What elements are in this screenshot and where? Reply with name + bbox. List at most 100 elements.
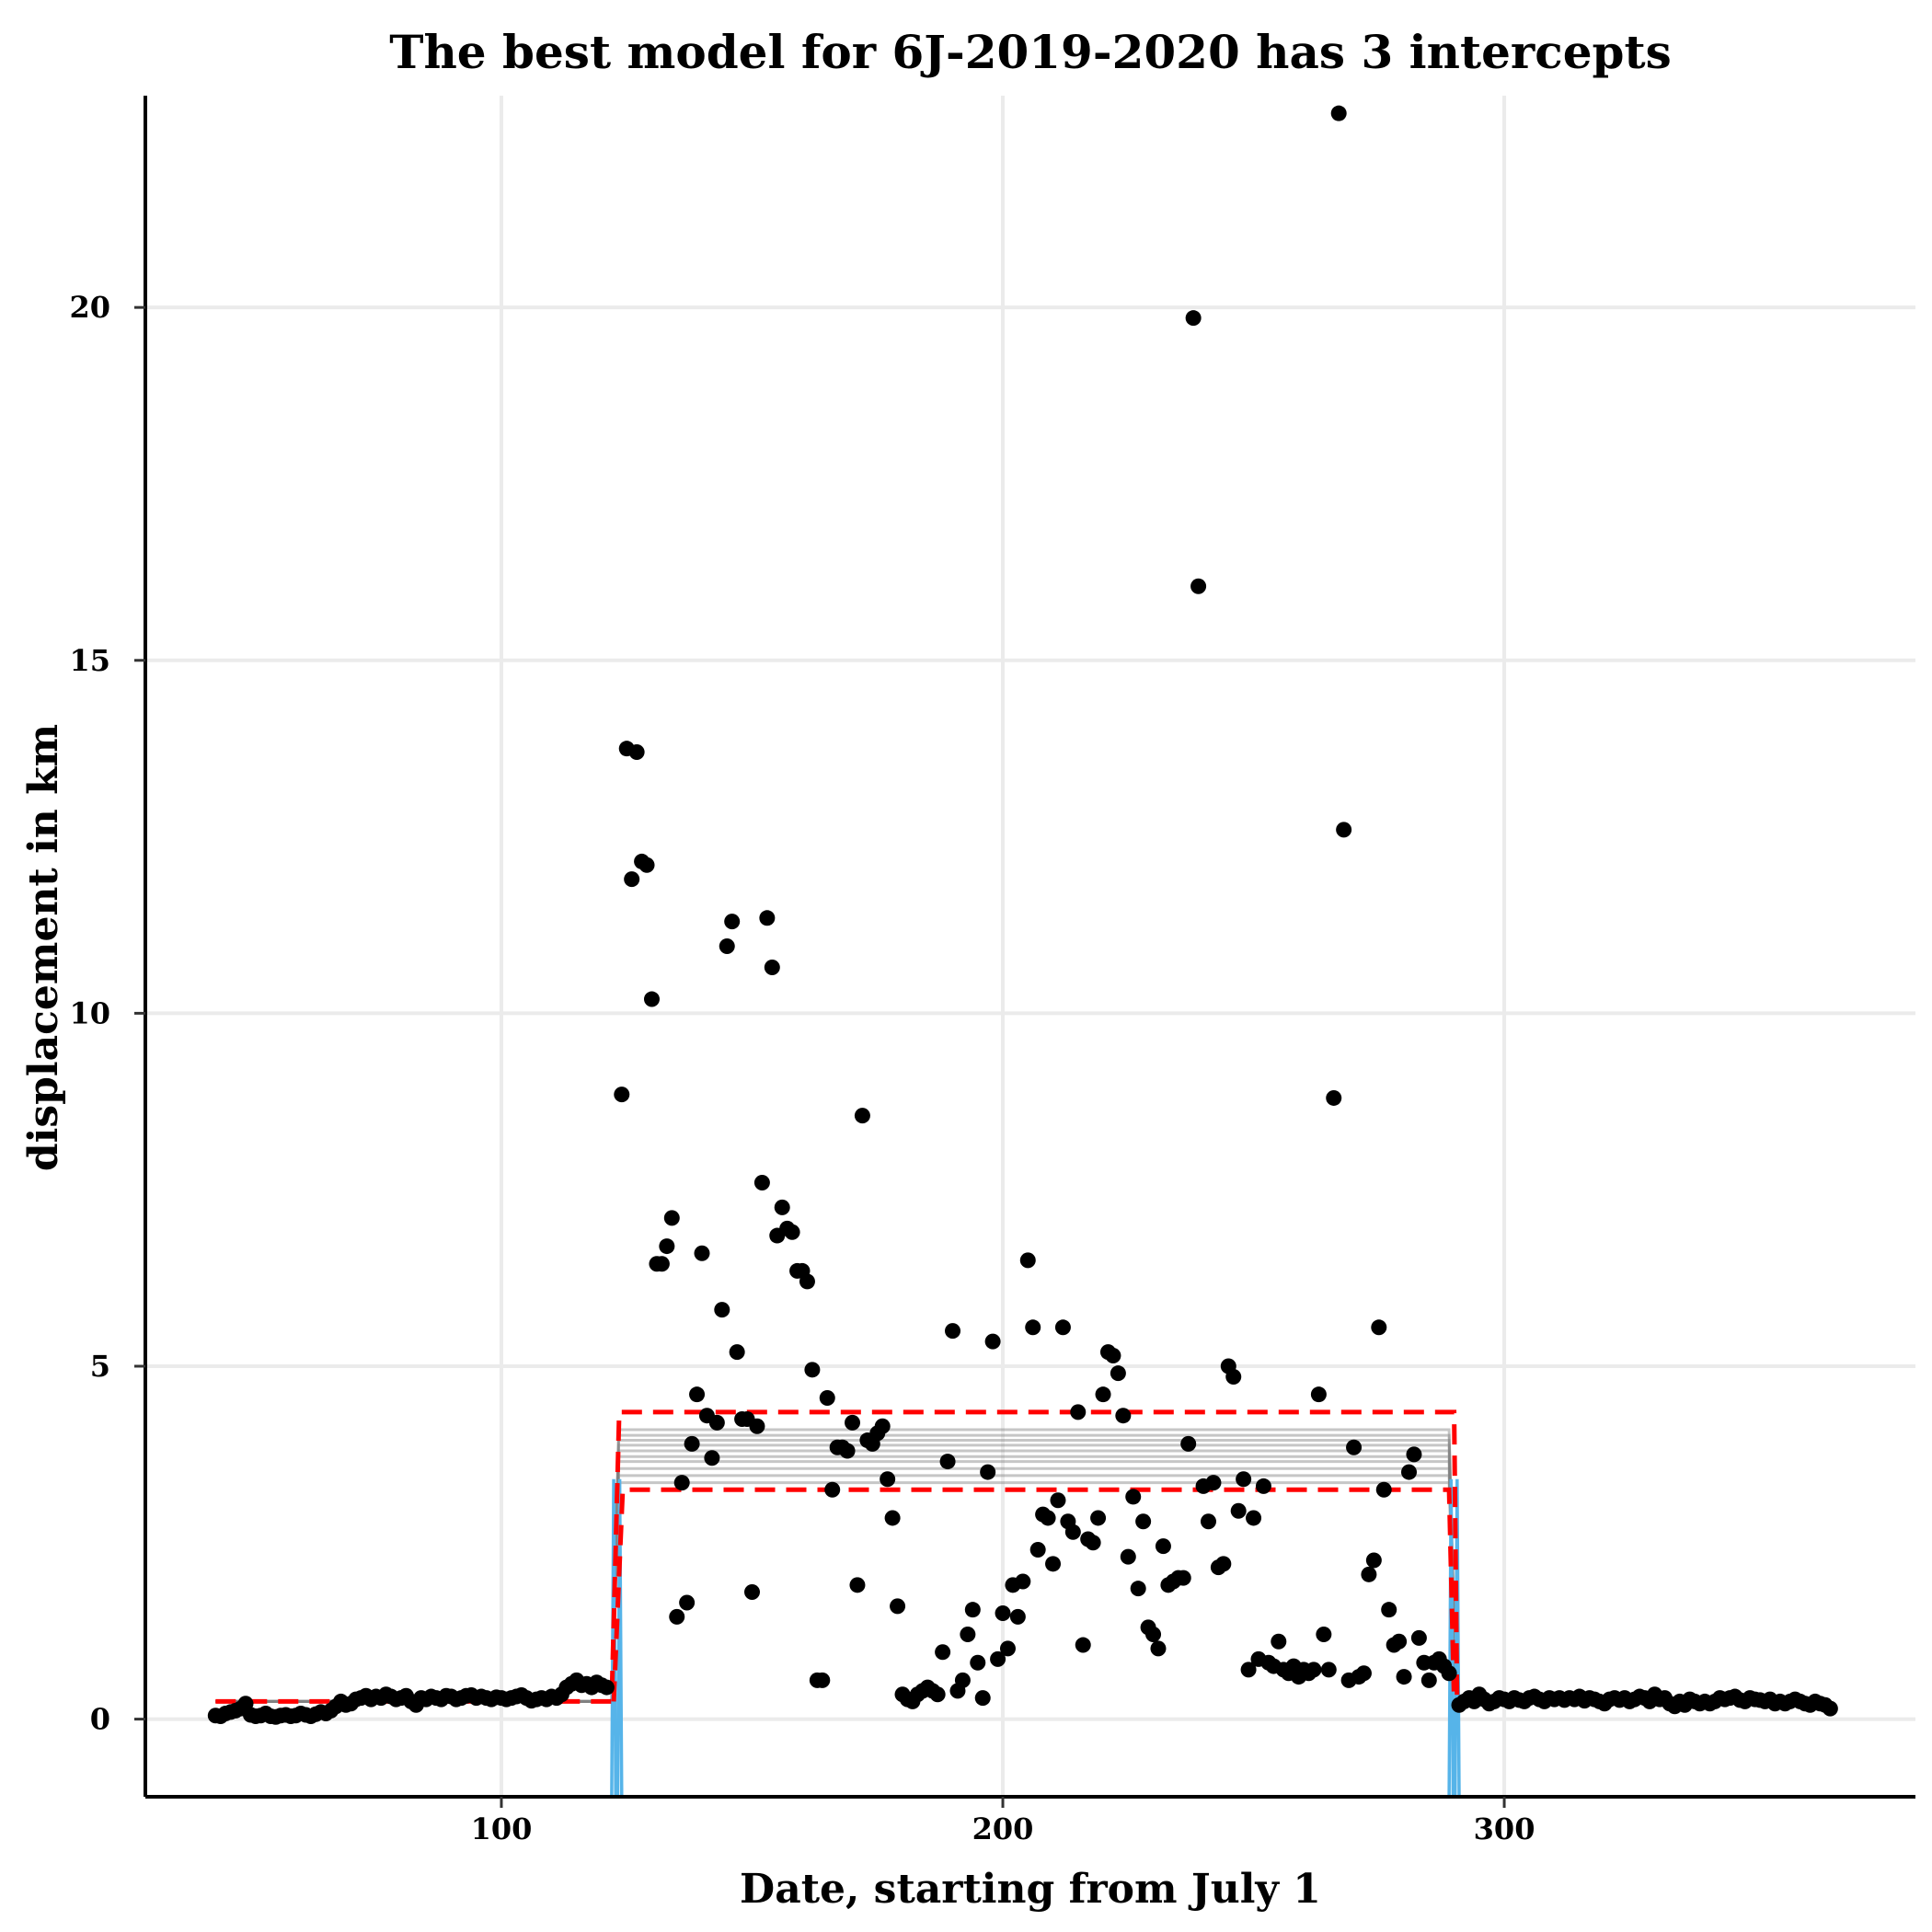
data-point [1305, 1662, 1322, 1678]
data-point [1215, 1556, 1232, 1572]
data-point [1054, 1319, 1071, 1336]
data-point [990, 1650, 1006, 1667]
data-point [708, 1414, 725, 1431]
data-point [669, 1608, 685, 1625]
data-point [704, 1450, 720, 1466]
data-point [890, 1598, 906, 1615]
data-point [804, 1362, 821, 1378]
data-point [1125, 1489, 1142, 1505]
data-point [1064, 1524, 1081, 1540]
data-point [1019, 1252, 1036, 1269]
data-point [929, 1686, 946, 1703]
data-point [1355, 1665, 1372, 1682]
data-point [854, 1108, 870, 1124]
data-point [1205, 1475, 1222, 1491]
data-point [784, 1224, 800, 1240]
data-point [945, 1323, 961, 1340]
data-point [694, 1245, 710, 1261]
data-point [1361, 1566, 1377, 1582]
y-tick-label: 20 [69, 290, 110, 325]
data-point [1441, 1665, 1457, 1682]
data-point [970, 1654, 986, 1671]
data-point [995, 1605, 1011, 1622]
data-point [1246, 1510, 1262, 1526]
data-point [1200, 1513, 1216, 1530]
data-point [1371, 1319, 1387, 1336]
data-point [1255, 1478, 1271, 1494]
y-tick-label: 5 [90, 1349, 110, 1384]
data-point [724, 914, 741, 930]
data-point [999, 1640, 1016, 1657]
data-points [207, 105, 1838, 1725]
data-point [1040, 1510, 1056, 1526]
data-point [689, 1386, 706, 1403]
data-point [1271, 1633, 1287, 1650]
data-point [679, 1594, 696, 1611]
x-tick-label: 100 [471, 1811, 533, 1846]
data-point [974, 1690, 991, 1707]
data-point [884, 1510, 901, 1526]
data-point [1120, 1548, 1136, 1565]
data-point [1346, 1439, 1363, 1455]
data-point [638, 857, 655, 873]
y-tick-label: 0 [90, 1702, 110, 1737]
data-point [1115, 1408, 1132, 1424]
data-point [1029, 1541, 1046, 1558]
data-point [749, 1418, 765, 1434]
data-point [614, 1087, 630, 1103]
data-point [839, 1443, 856, 1459]
y-tick-label: 10 [69, 995, 110, 1030]
data-point [684, 1435, 700, 1452]
data-point [1406, 1446, 1422, 1463]
data-point [1336, 822, 1352, 838]
data-point [1420, 1672, 1437, 1688]
data-point [1310, 1386, 1327, 1403]
data-point [1009, 1608, 1026, 1625]
chart-title: The best model for 6J-2019-2020 has 3 in… [389, 25, 1671, 79]
data-point [1401, 1464, 1418, 1480]
data-point [849, 1577, 866, 1593]
data-point [764, 960, 780, 976]
data-point [1015, 1573, 1031, 1590]
data-point [935, 1644, 951, 1661]
data-point [1130, 1581, 1146, 1597]
data-point [939, 1454, 956, 1470]
data-point [1391, 1633, 1408, 1650]
data-point [624, 871, 640, 888]
data-point [628, 744, 645, 761]
x-tick-label: 200 [972, 1811, 1034, 1846]
lower-interval-line [611, 1487, 1457, 1702]
data-point [964, 1602, 981, 1618]
data-point [1381, 1602, 1397, 1618]
data-point [1175, 1570, 1191, 1586]
data-point [663, 1210, 680, 1226]
transition-line [615, 1478, 624, 1798]
data-point [744, 1584, 761, 1601]
data-point [1180, 1435, 1197, 1452]
data-point [1135, 1513, 1152, 1530]
data-point [814, 1672, 831, 1688]
data-point [1105, 1347, 1121, 1363]
data-point [954, 1672, 971, 1688]
data-point [1225, 1369, 1242, 1386]
data-point [1320, 1662, 1337, 1678]
data-point [1396, 1669, 1412, 1685]
data-point [1190, 578, 1207, 594]
data-point [1185, 310, 1202, 327]
data-point [1236, 1471, 1252, 1488]
tick-labels: 100 200 300 0 5 10 15 20 [69, 290, 1535, 1846]
data-point [598, 1679, 615, 1696]
data-point [653, 1256, 670, 1272]
y-tick-label: 15 [69, 643, 110, 678]
data-point [980, 1464, 996, 1480]
data-point [1375, 1481, 1392, 1498]
data-point [1070, 1404, 1087, 1420]
data-point [1090, 1510, 1107, 1526]
grid [145, 96, 1915, 1797]
data-point [1025, 1319, 1041, 1336]
data-point [1155, 1538, 1171, 1555]
axes [144, 96, 1915, 1799]
data-point [1085, 1535, 1101, 1551]
data-point [759, 910, 776, 926]
